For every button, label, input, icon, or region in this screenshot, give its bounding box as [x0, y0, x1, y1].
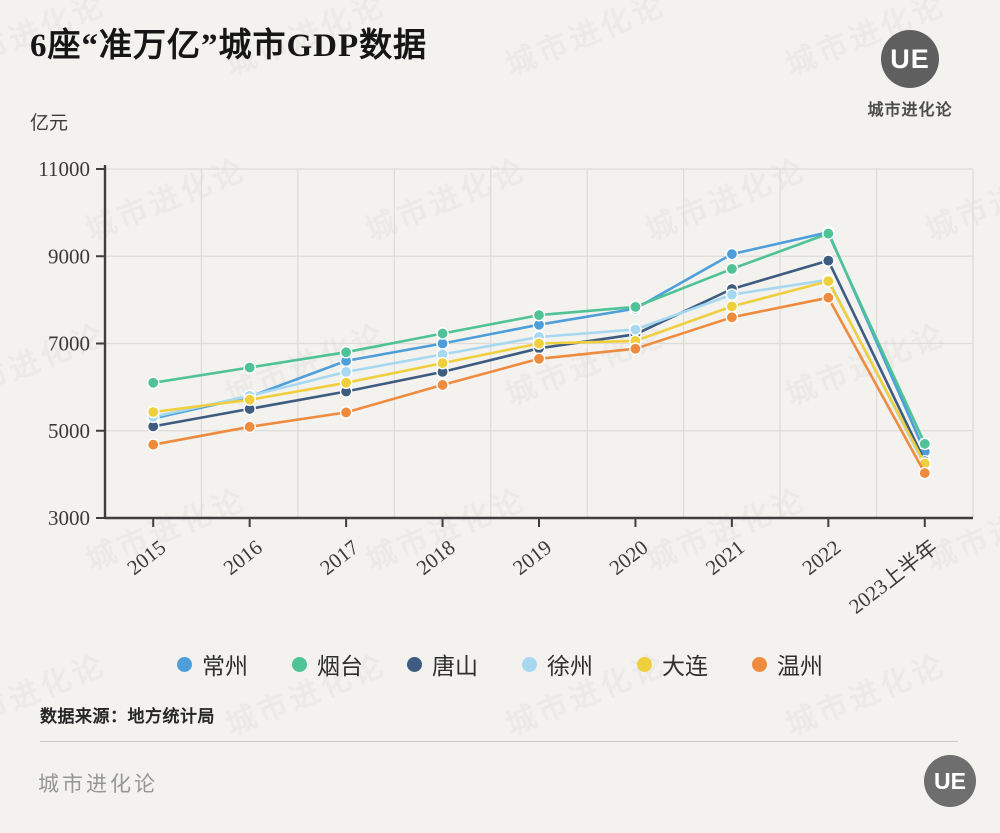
brand-logo-block: UE 城市进化论: [850, 30, 970, 120]
x-tick-label: 2015: [122, 535, 170, 580]
legend-dot-icon: [407, 656, 422, 672]
legend-dot-icon: [752, 656, 767, 672]
data-point: [339, 345, 353, 359]
y-tick-label: 9000: [48, 244, 90, 268]
data-source-text: 数据来源：地方统计局: [40, 707, 215, 726]
data-point: [822, 291, 835, 304]
legend-dot-icon: [292, 656, 307, 672]
data-point: [436, 356, 449, 370]
x-tick-label: 2019: [508, 535, 556, 580]
series-line: [151, 278, 927, 467]
data-point: [339, 376, 353, 390]
chart-legend: 常州 烟台 唐山 徐州 大连 温州: [0, 647, 1000, 681]
y-tick-label: 3000: [48, 506, 90, 530]
data-point: [532, 337, 546, 350]
footer-brand-text: 城市进化论: [38, 773, 158, 796]
data-point: [146, 438, 160, 452]
data-point: [822, 274, 835, 288]
data-point: [146, 405, 160, 419]
legend-label: 烟台: [317, 654, 363, 679]
legend-label: 温州: [777, 654, 823, 679]
x-tick-label: 2018: [412, 535, 460, 580]
y-axis-unit-label: 亿元: [30, 113, 69, 134]
footer-divider: [40, 741, 958, 742]
data-point: [918, 437, 932, 451]
x-tick-label: 2017: [315, 535, 363, 580]
data-point: [532, 352, 546, 366]
x-tick-label: 2022: [798, 535, 846, 580]
legend-item: 温州: [752, 647, 823, 681]
data-point: [725, 300, 739, 313]
x-tick-label: 2016: [219, 535, 267, 580]
data-point: [629, 323, 642, 336]
page-title: 6座“准万亿”城市GDP数据: [30, 28, 428, 64]
legend-item: 烟台: [292, 647, 363, 681]
legend-label: 徐州: [547, 654, 593, 679]
footer-ue-logo-icon: UE: [924, 755, 976, 807]
data-point: [629, 342, 642, 356]
data-point: [822, 254, 835, 267]
data-point: [725, 288, 739, 301]
ue-logo-icon: UE: [881, 30, 939, 88]
data-point: [725, 311, 739, 324]
data-point: [339, 406, 353, 419]
legend-label: 大连: [662, 654, 708, 679]
x-tick-label: 2020: [605, 535, 653, 580]
legend-dot-icon: [177, 656, 192, 672]
legend-item: 常州: [177, 647, 248, 681]
y-tick-label: 7000: [48, 332, 90, 356]
data-point: [918, 466, 932, 480]
data-point: [822, 227, 835, 240]
legend-label: 唐山: [432, 654, 478, 679]
data-point: [532, 308, 546, 322]
legend-item: 大连: [637, 647, 708, 681]
legend-label: 常州: [202, 654, 248, 679]
data-point: [243, 420, 256, 434]
data-point: [436, 327, 449, 340]
y-tick-label: 11000: [38, 157, 90, 181]
legend-dot-icon: [637, 656, 652, 672]
y-tick-label: 5000: [48, 419, 90, 443]
x-tick-label: 2021: [701, 535, 749, 580]
x-tick-label: 2023上半年: [844, 535, 942, 619]
series-line: [151, 279, 927, 465]
data-point: [725, 247, 739, 261]
data-point: [629, 300, 642, 314]
legend-item: 徐州: [522, 647, 593, 681]
brand-caption: 城市进化论: [867, 102, 953, 119]
data-point: [436, 378, 449, 392]
data-point: [243, 393, 256, 407]
data-point: [146, 376, 160, 390]
data-point: [725, 262, 739, 276]
data-point: [243, 361, 256, 374]
legend-item: 唐山: [407, 647, 478, 681]
legend-dot-icon: [522, 656, 537, 672]
data-point: [339, 365, 353, 379]
